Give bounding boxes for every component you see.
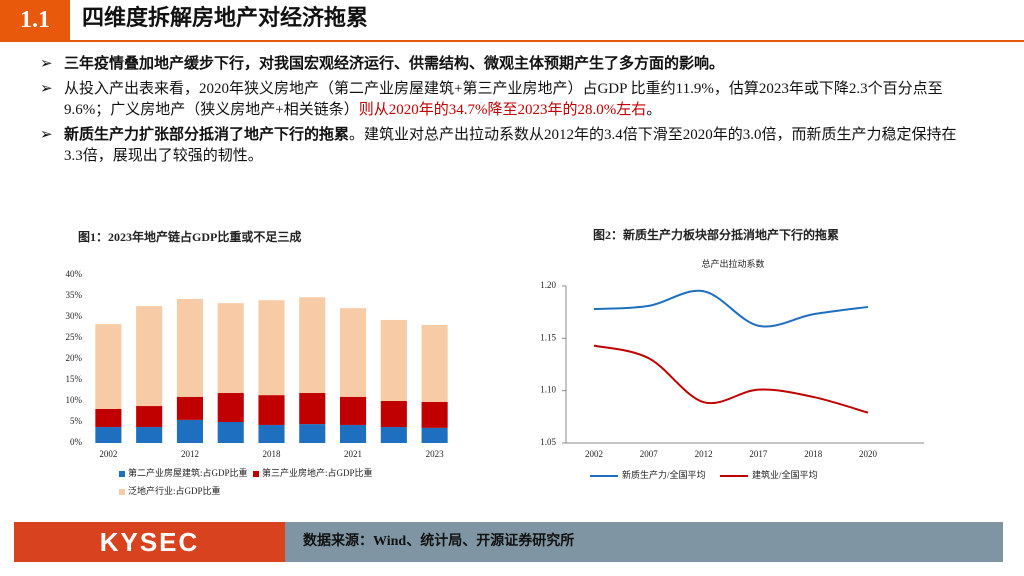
bar-segment (258, 395, 285, 425)
y-tick-label: 30% (66, 311, 83, 321)
bullet-highlight: 则从2020年的34.7%降至2023年的28.0%左右 (358, 102, 647, 118)
bullet-text: 。 (646, 102, 662, 118)
bar-segment (380, 427, 407, 443)
logo: KYSEC (14, 522, 285, 562)
y-tick-label: 5% (70, 416, 83, 426)
bullet-text: 新质生产力扩张部分抵消了地产下行的拖累 (64, 127, 350, 143)
bar-segment (136, 427, 163, 443)
bar-segment (299, 424, 326, 443)
legend-label: 新质生产力/全国平均 (622, 469, 706, 480)
x-tick-label: 2012 (695, 449, 713, 459)
y-tick-label: 35% (66, 290, 83, 300)
x-tick-label: 2018 (263, 449, 282, 459)
bar-segment (95, 427, 122, 443)
bar-segment (95, 324, 122, 409)
bar-segment (421, 427, 448, 443)
legend-label: 建筑业/全国平均 (752, 469, 818, 480)
bar-segment (340, 424, 367, 443)
legend-label: 泛地产行业:占GDP比重 (128, 485, 221, 496)
bullet-text: 三年疫情叠加地产缓步下行，对我国宏观经济运行、供需结构、微观主体预期产生了多方面… (64, 56, 725, 72)
bullet-list: 三年疫情叠加地产缓步下行，对我国宏观经济运行、供需结构、微观主体预期产生了多方面… (40, 54, 970, 171)
bar-segment (340, 396, 367, 425)
bullet: 新质生产力扩张部分抵消了地产下行的拖累。建筑业对总产出拉动系数从2012年的3.… (40, 125, 970, 167)
legend-swatch (253, 471, 259, 477)
bar-segment (176, 419, 203, 443)
chart-subtitle: 总产出拉动系数 (701, 258, 764, 269)
y-tick-label: 1.20 (540, 280, 556, 290)
legend-label: 第三产业房地产:占GDP比重 (262, 467, 373, 478)
bar-segment (217, 303, 244, 394)
x-tick-label: 2023 (426, 449, 445, 459)
x-tick-label: 2002 (585, 449, 603, 459)
bar-segment (258, 300, 285, 396)
y-tick-label: 1.15 (540, 332, 556, 342)
bar-segment (299, 393, 326, 425)
bullet: 三年疫情叠加地产缓步下行，对我国宏观经济运行、供需结构、微观主体预期产生了多方面… (40, 54, 970, 75)
bar-segment (299, 297, 326, 394)
bar-segment (217, 422, 244, 443)
line-series (593, 289, 869, 328)
chart-title: 图1：2023年地产链占GDP比重或不足三成 (78, 229, 301, 244)
y-tick-label: 1.10 (540, 385, 556, 395)
bullet-text: 从投入产出表来看，2020年狭义房地产（第二产业房屋建筑+第三产业房地产）占GD… (64, 81, 943, 118)
y-tick-label: 0% (70, 437, 83, 447)
header-rule (0, 40, 1024, 42)
bar-segment (176, 396, 203, 420)
bullet-text: 。建筑业对总产出拉动系数从2012年的3.4倍下滑至2020年的3.0倍，而新质… (64, 127, 957, 164)
bar-segment (136, 406, 163, 428)
y-tick-label: 10% (66, 395, 83, 405)
bar-segment (95, 408, 122, 428)
x-tick-label: 2012 (181, 449, 199, 459)
line-series (593, 344, 869, 414)
bar-segment (421, 401, 448, 428)
y-tick-label: 20% (66, 353, 83, 363)
bar-segment (217, 393, 244, 422)
y-tick-label: 15% (66, 374, 83, 384)
x-tick-label: 2020 (859, 449, 878, 459)
y-tick-label: 1.05 (540, 437, 556, 447)
y-tick-label: 25% (66, 332, 83, 342)
bullet: 从投入产出表来看，2020年狭义房地产（第二产业房屋建筑+第三产业房地产）占GD… (40, 79, 970, 121)
slide-title: 四维度拆解房地产对经济拖累 (82, 5, 369, 30)
bar-segment (421, 324, 448, 402)
x-tick-label: 2007 (640, 449, 659, 459)
x-tick-label: 2021 (344, 449, 362, 459)
legend-swatch (119, 471, 125, 477)
x-tick-label: 2002 (99, 449, 117, 459)
bar-segment (136, 306, 163, 407)
bar-segment (380, 319, 407, 401)
bar-segment (340, 308, 367, 397)
chart-title: 图2：新质生产力板块部分抵消地产下行的拖累 (593, 227, 839, 242)
bar-segment (380, 401, 407, 428)
y-tick-label: 40% (66, 269, 83, 279)
legend-label: 第二产业房屋建筑:占GDP比重 (128, 467, 248, 478)
x-tick-label: 2018 (804, 449, 823, 459)
bar-segment (176, 298, 203, 397)
source-note: 数据来源：Wind、统计局、开源证券研究所 (285, 522, 1003, 562)
section-number: 1.1 (0, 0, 70, 40)
bar-segment (258, 424, 285, 443)
legend-swatch (119, 489, 125, 495)
x-tick-label: 2017 (749, 449, 768, 459)
